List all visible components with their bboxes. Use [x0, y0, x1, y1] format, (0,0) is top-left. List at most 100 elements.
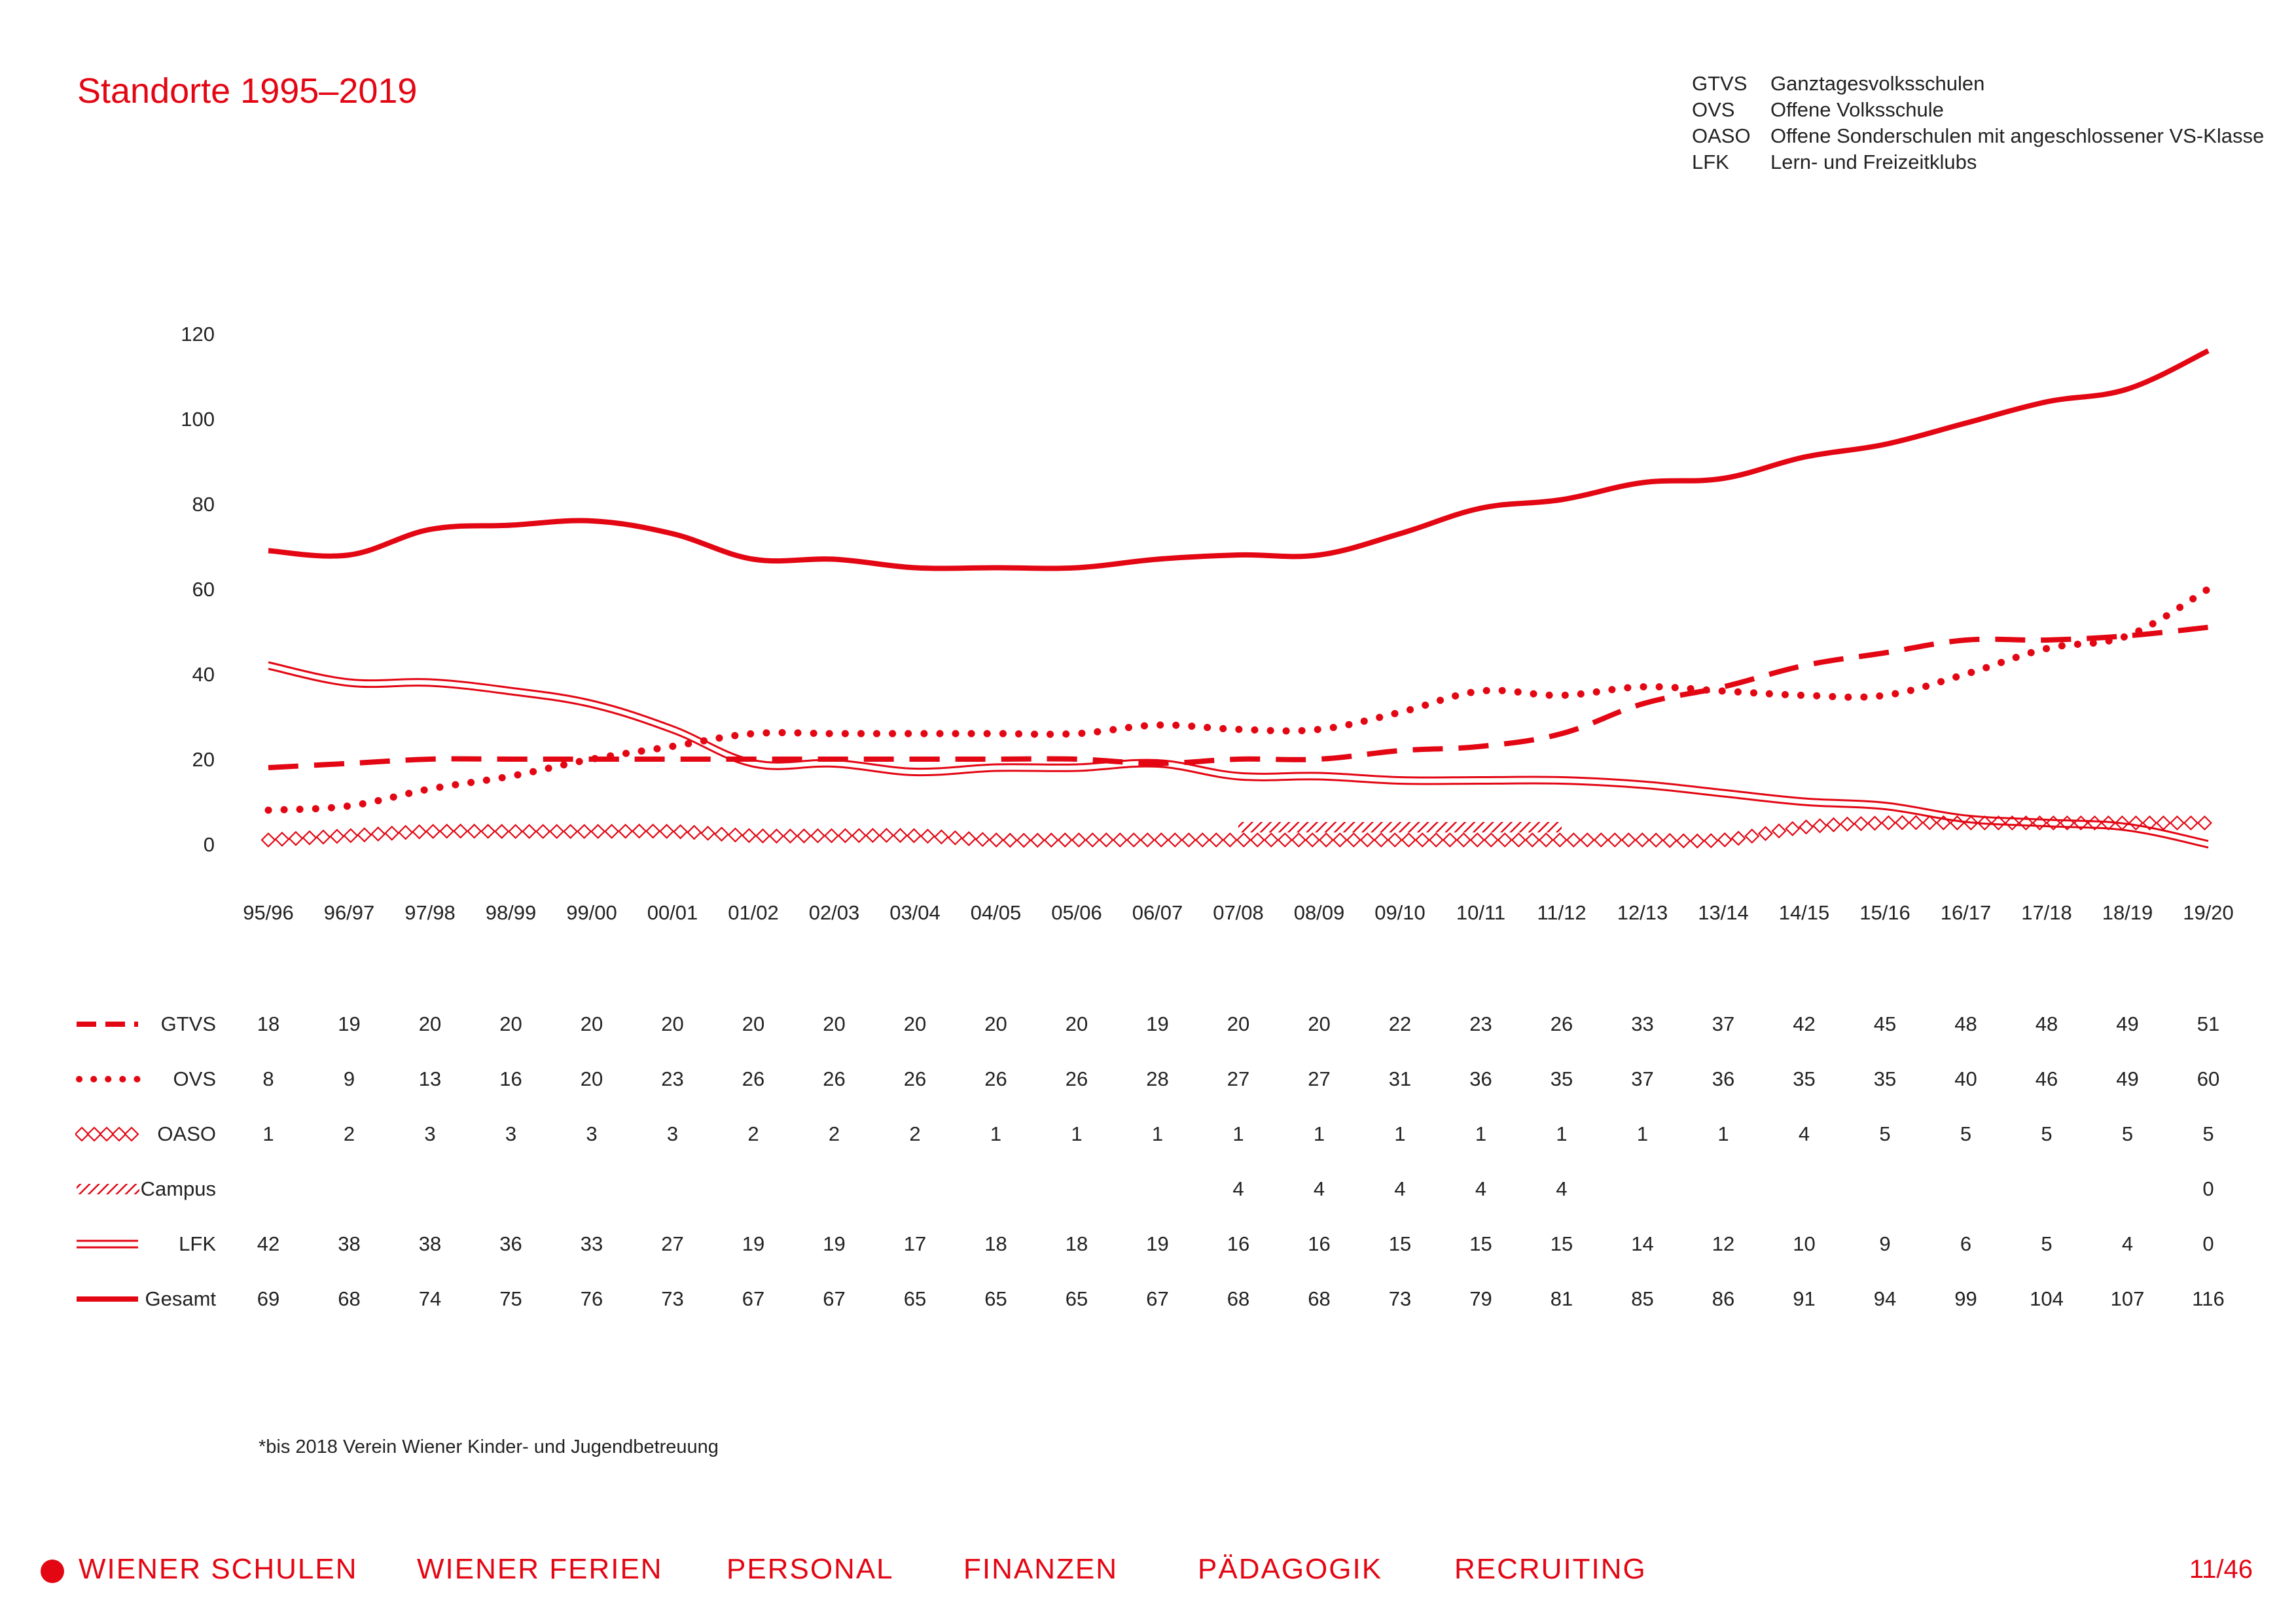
table-cell: 68: [1308, 1287, 1331, 1310]
oaso-diamond-mark: [2155, 815, 2171, 831]
table-cell: 26: [823, 1067, 846, 1090]
table-cell: 5: [1960, 1122, 1972, 1145]
table-cell: 36: [1469, 1067, 1492, 1090]
oaso-diamond-mark: [1153, 832, 1169, 848]
x-tick-label: 17/18: [2021, 901, 2072, 924]
table-cell: 20: [984, 1012, 1007, 1035]
series-line-ovs: [264, 585, 2212, 814]
table-cell: 19: [742, 1232, 765, 1255]
x-tick-label: 99/00: [566, 901, 617, 924]
table-cell: 20: [1065, 1012, 1088, 1035]
nav-item-wiener-schulen[interactable]: WIENER SCHULEN: [79, 1553, 358, 1585]
oaso-diamond-mark: [1277, 832, 1293, 848]
oaso-diamond-mark: [288, 830, 304, 846]
nav-item-personal[interactable]: PERSONAL: [726, 1553, 894, 1585]
table-cell: 86: [1712, 1287, 1735, 1310]
table-cell: 81: [1550, 1287, 1573, 1310]
abbreviation-text: Ganztagesvolksschulen: [1770, 72, 1985, 95]
nav-item-paedagogik[interactable]: PÄDAGOGIK: [1198, 1553, 1383, 1585]
y-tick-label: 40: [192, 663, 215, 686]
table-cell: 12: [1712, 1232, 1735, 1255]
table-cell: 26: [742, 1067, 765, 1090]
table-cell: 49: [2116, 1012, 2139, 1035]
table-cell: 5: [2202, 1122, 2214, 1145]
x-tick-label: 05/06: [1051, 901, 1102, 924]
table-cell: 19: [338, 1012, 361, 1035]
oaso-diamond-mark: [1825, 817, 1842, 832]
table-cell: 4: [2121, 1232, 2134, 1255]
oaso-diamond-mark: [1085, 832, 1100, 848]
table-cell: 69: [257, 1287, 280, 1310]
x-tick-label: 10/11: [1456, 901, 1505, 924]
oaso-diamond-mark: [947, 830, 963, 846]
series-lfk: [268, 661, 2209, 849]
oaso-diamond-mark: [315, 829, 331, 845]
y-tick-label: 80: [192, 493, 215, 516]
oaso-diamond-mark: [1194, 832, 1210, 848]
table-row-ovs: OVS 8 9 13 16 20 23 26 26 26 26 26 28 27 27 31 36 35 37 36 3…: [0, 1060, 2296, 1099]
table-cell: 107: [2110, 1287, 2145, 1310]
footnote: *bis 2018 Verein Wiener Kinder- und Juge…: [259, 1436, 719, 1457]
oaso-diamond-mark: [1717, 832, 1732, 847]
oaso-diamond-mark: [1538, 832, 1554, 848]
table-cell: 18: [1065, 1232, 1088, 1255]
table-cell: 74: [418, 1287, 442, 1310]
oaso-diamond-mark: [1304, 832, 1320, 848]
oaso-diamond-mark: [453, 823, 469, 839]
oaso-diamond-mark: [604, 823, 620, 839]
table-cell: 46: [2035, 1067, 2058, 1090]
oaso-diamond-mark: [398, 825, 414, 840]
table-cell: 14: [1631, 1232, 1654, 1255]
oaso-diamond-mark: [1880, 815, 1896, 830]
oaso-diamond-mark: [384, 825, 400, 841]
oaso-diamond-mark: [659, 823, 675, 839]
series-oaso: [260, 815, 2212, 849]
table-cell: 26: [1065, 1067, 1088, 1090]
table-cell: 16: [1308, 1232, 1331, 1255]
x-tick-label: 00/01: [647, 901, 698, 924]
table-cell: 1: [1151, 1122, 1164, 1145]
table-cell: 23: [661, 1067, 684, 1090]
table-cell: 38: [338, 1232, 361, 1255]
oaso-diamond-mark: [2197, 815, 2212, 831]
table-cell: 5: [2041, 1232, 2053, 1255]
table-cell: 20: [823, 1012, 846, 1035]
row-legend: OASO: [75, 1115, 216, 1154]
oaso-diamond-mark: [1181, 832, 1196, 848]
table-cell: 2: [909, 1122, 921, 1145]
table-row-gtvs: GTVS 18 19 20 20 20 20 20 20 20 20 20 19 20 20 22 23 26 33…: [0, 1005, 2296, 1044]
row-label: OVS: [173, 1067, 216, 1090]
oaso-diamond-mark: [1112, 832, 1128, 848]
table-cell: 16: [1227, 1232, 1250, 1255]
abbreviation-key: GTVS: [1692, 72, 1748, 95]
table-cell: 40: [1954, 1067, 1977, 1090]
campus-band: [1238, 822, 1562, 832]
nav-item-wiener-ferien[interactable]: WIENER FERIEN: [417, 1553, 663, 1585]
oaso-diamond-mark: [439, 823, 455, 839]
table-cell: 38: [418, 1232, 442, 1255]
nav-item-recruiting[interactable]: RECRUITING: [1454, 1553, 1647, 1585]
table-cell: 73: [1388, 1287, 1412, 1310]
table-cell: 18: [257, 1012, 280, 1035]
oaso-diamond-mark: [1456, 832, 1471, 848]
table-cell: 36: [499, 1232, 522, 1255]
table-cell: 20: [418, 1012, 442, 1035]
table-cell: 26: [1550, 1012, 1573, 1035]
table-cell: 3: [505, 1122, 517, 1145]
oaso-diamond-mark: [412, 824, 427, 840]
table-cell: 9: [343, 1067, 355, 1090]
table-cell: 0: [2202, 1232, 2214, 1255]
legend-swatch-gesamt: [77, 1296, 138, 1302]
x-tick-label: 95/96: [243, 901, 294, 924]
table-cell: 4: [1475, 1177, 1487, 1200]
abbreviation-text: Offene Volksschule: [1770, 98, 1944, 121]
table-cell: 20: [580, 1012, 603, 1035]
oaso-diamond-mark: [274, 831, 290, 847]
oaso-diamond-mark: [961, 831, 977, 847]
table-cell: 16: [499, 1067, 522, 1090]
row-legend: Campus: [75, 1169, 216, 1209]
table-cell: 65: [903, 1287, 927, 1310]
active-indicator-dot: [41, 1560, 64, 1583]
nav-item-finanzen[interactable]: FINANZEN: [963, 1553, 1118, 1585]
oaso-diamond-mark: [2183, 815, 2198, 831]
